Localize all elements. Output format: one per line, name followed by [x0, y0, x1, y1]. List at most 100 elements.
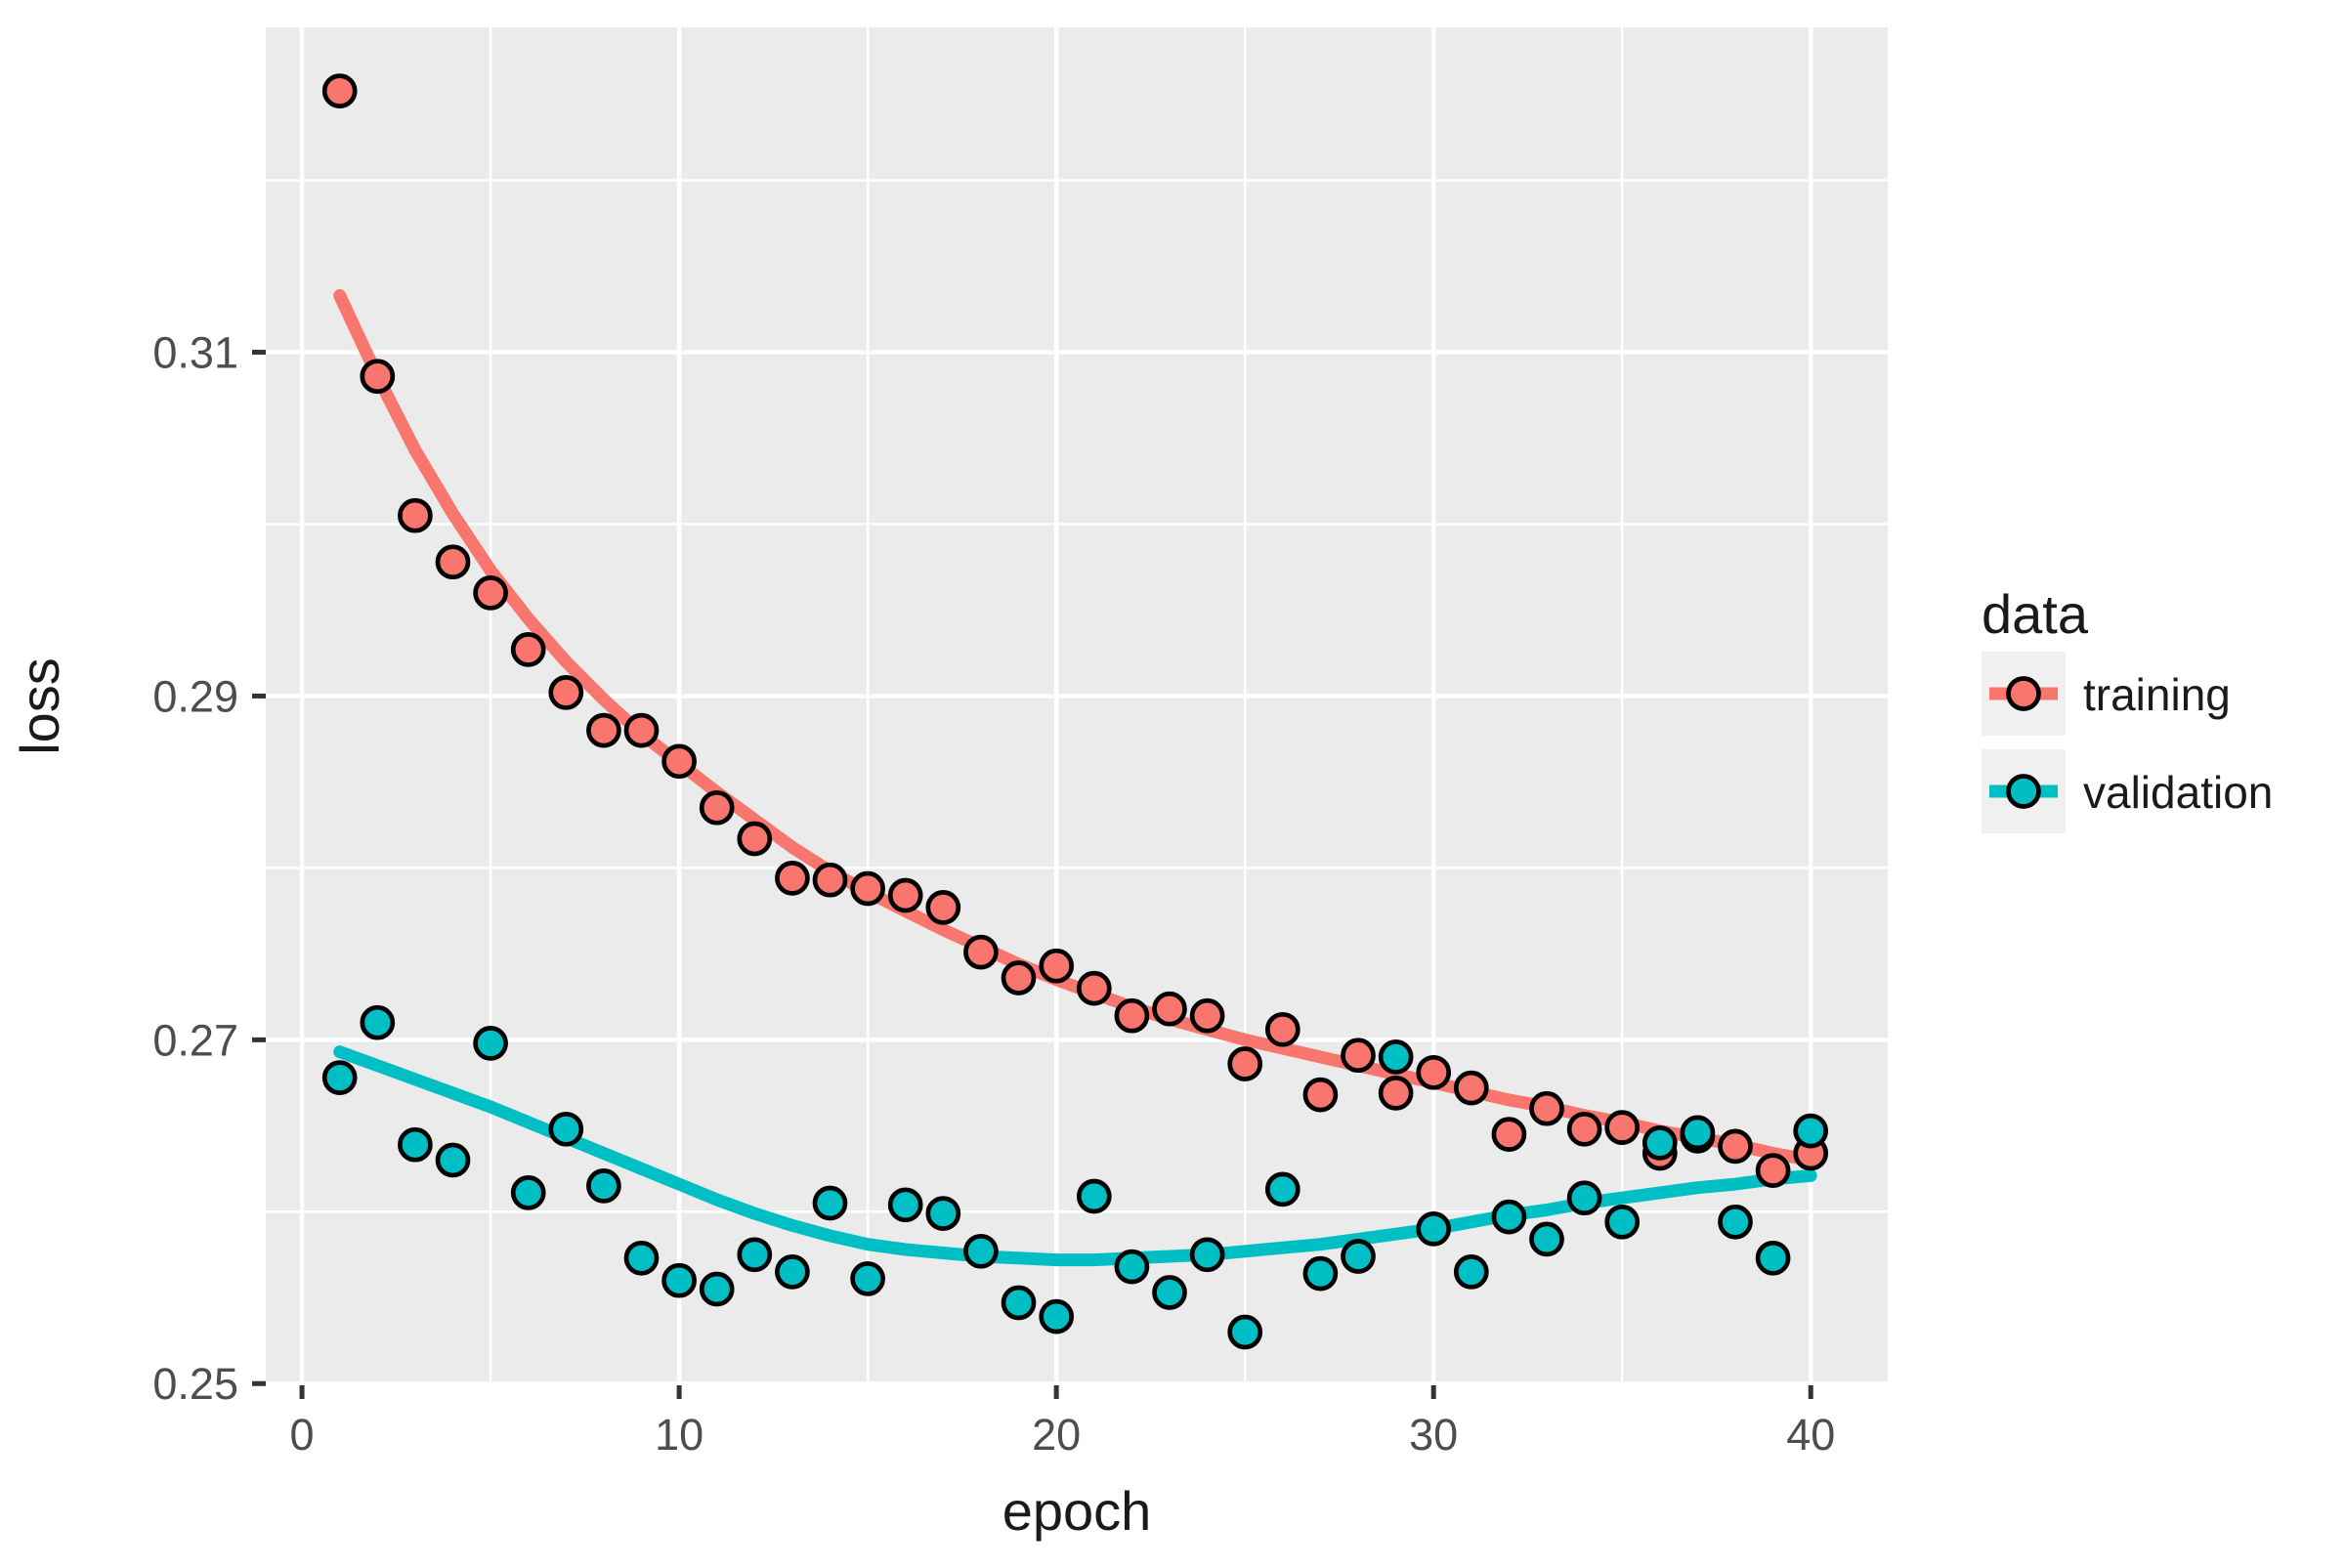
training-point-epoch-33 [1529, 1090, 1564, 1126]
y-tick-label: 0.27 [152, 1015, 238, 1065]
validation-point-epoch-17 [925, 1196, 961, 1231]
validation-point-epoch-10 [661, 1262, 697, 1298]
legend-key-point-training [2006, 676, 2041, 711]
training-point-epoch-22 [1114, 997, 1150, 1034]
validation-point-epoch-39 [1755, 1240, 1791, 1276]
validation-point-epoch-1 [321, 1060, 358, 1095]
training-point-epoch-30 [1416, 1054, 1452, 1090]
validation-point-epoch-34 [1566, 1180, 1602, 1216]
validation-point-epoch-20 [1039, 1298, 1075, 1335]
axis-tick-labels: 0 10 20 30 40 0.25 0.27 0.29 0.31 [152, 328, 1835, 1460]
legend-keys [1982, 652, 2066, 833]
training-point-epoch-34 [1566, 1111, 1602, 1147]
validation-point-epoch-38 [1718, 1204, 1753, 1240]
x-tick-label: 30 [1409, 1410, 1458, 1460]
training-point-epoch-20 [1039, 948, 1075, 984]
validation-point-epoch-31 [1453, 1254, 1489, 1290]
validation-point-epoch-15 [850, 1261, 885, 1296]
validation-point-epoch-2 [360, 1004, 396, 1040]
training-point-epoch-29 [1378, 1076, 1414, 1111]
training-point-epoch-15 [850, 870, 885, 907]
y-tick-label: 0.25 [152, 1359, 238, 1409]
x-axis-title: epoch [1002, 1480, 1152, 1542]
legend-title: data [1982, 583, 2089, 645]
x-tick-label: 10 [655, 1410, 704, 1460]
validation-point-epoch-28 [1341, 1239, 1376, 1274]
y-axis-title: loss [9, 657, 70, 755]
validation-point-epoch-18 [963, 1233, 999, 1269]
validation-point-epoch-9 [623, 1240, 660, 1276]
axis-ticks [252, 350, 1813, 1399]
training-point-epoch-14 [812, 862, 848, 898]
training-point-epoch-38 [1718, 1128, 1753, 1165]
training-point-epoch-8 [586, 712, 621, 748]
training-point-epoch-16 [887, 877, 923, 913]
validation-point-epoch-4 [435, 1142, 471, 1178]
trend-lines [333, 289, 1817, 1267]
validation-point-epoch-33 [1529, 1221, 1564, 1257]
training-point-epoch-1 [321, 73, 358, 108]
training-point-epoch-2 [360, 359, 396, 395]
data-points [321, 73, 1829, 1350]
training-point-epoch-18 [963, 934, 999, 970]
training-point-epoch-31 [1453, 1070, 1489, 1106]
training-point-epoch-12 [737, 821, 773, 857]
validation-point-epoch-8 [586, 1168, 621, 1204]
validation-point-epoch-22 [1114, 1249, 1150, 1285]
training-point-epoch-17 [925, 890, 961, 925]
validation-point-epoch-36 [1642, 1125, 1678, 1161]
validation-point-epoch-16 [887, 1187, 923, 1223]
training-point-epoch-3 [398, 497, 433, 533]
legend-label-training[interactable]: training [2083, 669, 2231, 720]
training-point-epoch-25 [1227, 1046, 1263, 1081]
x-tick-label: 0 [290, 1410, 315, 1460]
validation-point-epoch-6 [510, 1175, 546, 1210]
training-point-epoch-39 [1755, 1153, 1791, 1188]
validation-point-epoch-27 [1302, 1255, 1339, 1292]
validation-point-epoch-11 [699, 1271, 735, 1307]
training-point-epoch-5 [473, 575, 508, 611]
legend-label-validation[interactable]: validation [2083, 767, 2273, 818]
validation-point-epoch-30 [1416, 1211, 1452, 1247]
validation-point-epoch-35 [1604, 1204, 1641, 1240]
validation-point-epoch-24 [1189, 1237, 1225, 1273]
validation-point-epoch-19 [1001, 1285, 1037, 1321]
training-point-epoch-23 [1152, 991, 1187, 1027]
validation-point-epoch-7 [548, 1111, 584, 1147]
training-point-epoch-21 [1076, 970, 1112, 1006]
validation-point-epoch-37 [1680, 1115, 1716, 1151]
validation-point-epoch-40 [1793, 1113, 1829, 1149]
validation-point-epoch-21 [1076, 1178, 1112, 1214]
training-point-epoch-9 [623, 712, 660, 748]
training-point-epoch-6 [510, 632, 546, 667]
validation-point-epoch-5 [473, 1026, 508, 1061]
training-point-epoch-27 [1302, 1077, 1339, 1113]
validation-point-epoch-13 [775, 1254, 810, 1290]
training-point-epoch-10 [661, 743, 697, 780]
training-point-epoch-28 [1341, 1038, 1376, 1074]
validation-point-epoch-23 [1152, 1275, 1187, 1310]
x-tick-label: 40 [1786, 1410, 1835, 1460]
panel-background [266, 27, 1888, 1385]
legend: data training validation [1982, 583, 2273, 833]
validation-point-epoch-3 [398, 1126, 433, 1163]
training-point-epoch-24 [1189, 997, 1225, 1034]
validation-trend-line [333, 1045, 1817, 1267]
legend-key-point-validation [2006, 774, 2041, 809]
training-point-epoch-13 [775, 861, 810, 896]
training-point-epoch-35 [1604, 1110, 1641, 1145]
minor-gridlines [266, 27, 1888, 1385]
x-tick-label: 20 [1032, 1410, 1081, 1460]
training-point-epoch-11 [699, 789, 735, 826]
validation-point-epoch-12 [737, 1237, 773, 1273]
training-point-epoch-19 [1001, 960, 1037, 996]
validation-point-epoch-32 [1491, 1199, 1527, 1235]
validation-point-epoch-14 [812, 1185, 848, 1221]
y-tick-label: 0.31 [152, 328, 238, 378]
plot-panel [266, 27, 1888, 1385]
training-point-epoch-4 [435, 544, 471, 580]
y-tick-label: 0.29 [152, 671, 238, 721]
validation-point-epoch-29 [1378, 1039, 1414, 1075]
